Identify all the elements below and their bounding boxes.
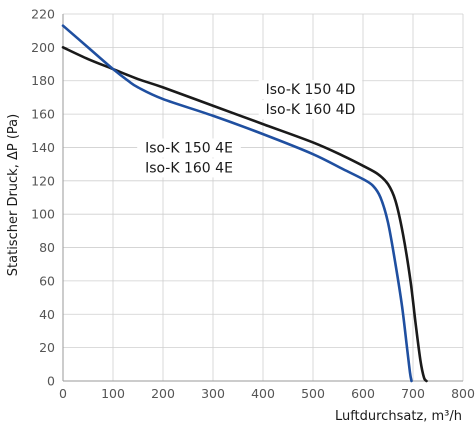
series-line-4d (61, 46, 428, 383)
annotation-bg (137, 158, 241, 178)
tick-labels: 0 100 200 300 400 500 600 700 800 0 20 40 60 80 100 120… (31, 7, 475, 402)
x-tick-label: 200 (151, 386, 175, 401)
y-tick-label: 20 (39, 340, 55, 355)
annotation-bg (137, 138, 241, 158)
x-tick-label: 600 (351, 386, 375, 401)
y-tick-label: 100 (31, 207, 55, 222)
y-tick-label: 40 (39, 307, 55, 322)
y-tick-label: 80 (39, 240, 55, 255)
series-annotation-label: Iso-K 150 4D (266, 82, 356, 98)
annotation-bg (258, 100, 363, 120)
series-annotation-label: Iso-K 160 4D (266, 102, 356, 118)
x-axis-label: Luftdurchsatz, m³/h (335, 409, 462, 424)
y-tick-label: 180 (31, 73, 55, 88)
axes (62, 14, 463, 382)
grid (62, 13, 464, 382)
y-axis-label: Statischer Druck, ΔP (Pa) (6, 114, 21, 276)
y-tick-label: 220 (31, 7, 55, 22)
series-annotation-label: Iso-K 160 4E (145, 160, 233, 176)
x-tick-label: 700 (401, 386, 425, 401)
y-tick-label: 0 (47, 374, 55, 389)
x-tick-label: 800 (451, 386, 475, 401)
x-tick-label: 0 (59, 386, 67, 401)
series-group (61, 24, 428, 383)
series-line-4e (61, 24, 413, 383)
x-tick-label: 500 (301, 386, 325, 401)
series-annotation-label: Iso-K 150 4E (145, 140, 233, 156)
x-tick-label: 100 (101, 386, 125, 401)
y-tick-label: 200 (31, 40, 55, 55)
x-tick-label: 300 (201, 386, 225, 401)
annotations: Iso-K 150 4D Iso-K 160 4D Iso-K 150 4E Iso-… (137, 80, 363, 178)
y-tick-label: 120 (31, 173, 55, 188)
y-tick-label: 140 (31, 140, 55, 155)
x-tick-label: 400 (251, 386, 275, 401)
annotation-bg (258, 80, 363, 100)
y-tick-label: 60 (39, 273, 55, 288)
y-tick-label: 160 (31, 107, 55, 122)
